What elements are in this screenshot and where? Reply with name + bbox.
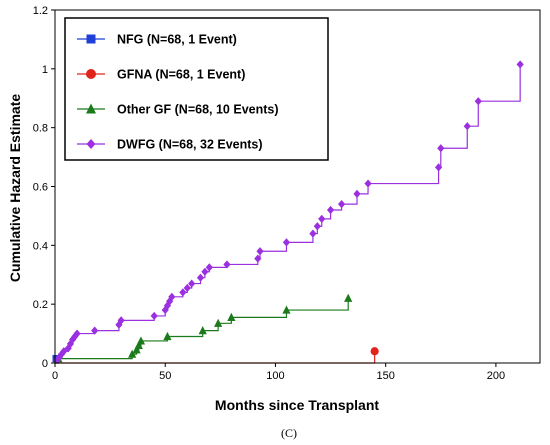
dwfg-data-point (188, 279, 196, 288)
dwfg-data-point (115, 320, 123, 329)
other-legend-label: Other GF (N=68, 10 Events) (117, 103, 279, 117)
dwfg-data-point (91, 326, 99, 335)
y-tick-label: 0.8 (33, 123, 48, 135)
gfna-legend-label: GFNA (N=68, 1 Event) (117, 68, 245, 82)
dwfg-data-point (474, 97, 482, 106)
dwfg-data-point (353, 189, 361, 198)
dwfg-data-point (168, 292, 176, 301)
dwfg-data-point (73, 329, 81, 338)
dwfg-data-point (66, 339, 75, 348)
y-axis-title: Cumulative Hazard Estimate (7, 94, 23, 282)
gfna-data-point (370, 347, 379, 356)
x-tick-label: 50 (159, 370, 171, 382)
dwfg-data-point (463, 122, 471, 131)
other-data-point (198, 326, 207, 335)
dwfg-data-point (117, 316, 125, 325)
other-data-point (136, 336, 146, 345)
nfg-legend-marker (86, 34, 96, 44)
dwfg-data-point (256, 247, 264, 256)
dwfg-data-point (58, 350, 66, 359)
other-data-point (214, 318, 223, 327)
legend: NFG (N=68, 1 Event) GFNA (N=68, 1 Event) O… (64, 17, 329, 161)
x-tick-label: 200 (487, 370, 505, 382)
plot-area (52, 60, 524, 365)
dwfg-data-point (364, 179, 372, 188)
dwfg-legend-label: DWFG (N=68, 32 Events) (117, 138, 263, 152)
dwfg-data-point (326, 205, 335, 215)
gfna-series-line (55, 351, 376, 364)
dwfg-data-point (166, 297, 174, 306)
dwfg-data-point (309, 229, 317, 238)
dwfg-data-point (163, 301, 172, 310)
dwfg-data-point (205, 263, 213, 272)
dwfg-data-point (150, 311, 158, 321)
dwfg-data-point (337, 200, 346, 209)
other-data-point (134, 340, 143, 349)
dwfg-data-point (179, 288, 187, 297)
x-tick-label: 100 (266, 370, 284, 382)
dwfg-data-point (437, 144, 445, 153)
y-tick-label: 0.4 (33, 240, 48, 252)
other-data-point (132, 345, 141, 354)
dwfg-legend-marker (86, 139, 96, 149)
dwfg-data-point (434, 163, 443, 172)
dwfg-data-point (223, 260, 231, 269)
y-tick-label: 0.2 (33, 299, 48, 311)
other-data-point (128, 349, 137, 358)
other-data-point (227, 312, 236, 322)
dwfg-data-point (201, 267, 209, 276)
dwfg-data-point (254, 254, 262, 263)
other-data-point (282, 305, 291, 314)
other-legend-marker (86, 103, 96, 114)
dwfg-data-point (55, 353, 64, 362)
dwfg-data-point (282, 238, 291, 247)
panel-label: (C) (281, 426, 297, 440)
x-tick-label: 0 (52, 370, 58, 382)
x-axis-title: Months since Transplant (215, 397, 379, 413)
nfg-legend-label: NFG (N=68, 1 Event) (117, 33, 237, 47)
gfna-legend-marker (86, 69, 96, 79)
y-tick-label: 1.2 (33, 5, 48, 17)
dwfg-data-point (71, 332, 79, 341)
y-tick-label: 0.6 (33, 182, 48, 194)
axes: 0 50 100 150 200 0 0.2 0.4 0.6 0.8 1 1.2 (33, 5, 541, 382)
dwfg-data-point (516, 60, 524, 69)
dwfg-data-point (183, 283, 191, 293)
other-data-point (344, 293, 353, 302)
dwfg-data-point (196, 273, 205, 282)
y-tick-label: 0 (42, 358, 48, 370)
dwfg-data-point (318, 214, 326, 223)
x-tick-label: 150 (377, 370, 395, 382)
other-data-point (163, 331, 172, 341)
legend-box (64, 17, 329, 161)
dwfg-data-point (313, 222, 321, 231)
y-tick-label: 1 (42, 64, 48, 76)
